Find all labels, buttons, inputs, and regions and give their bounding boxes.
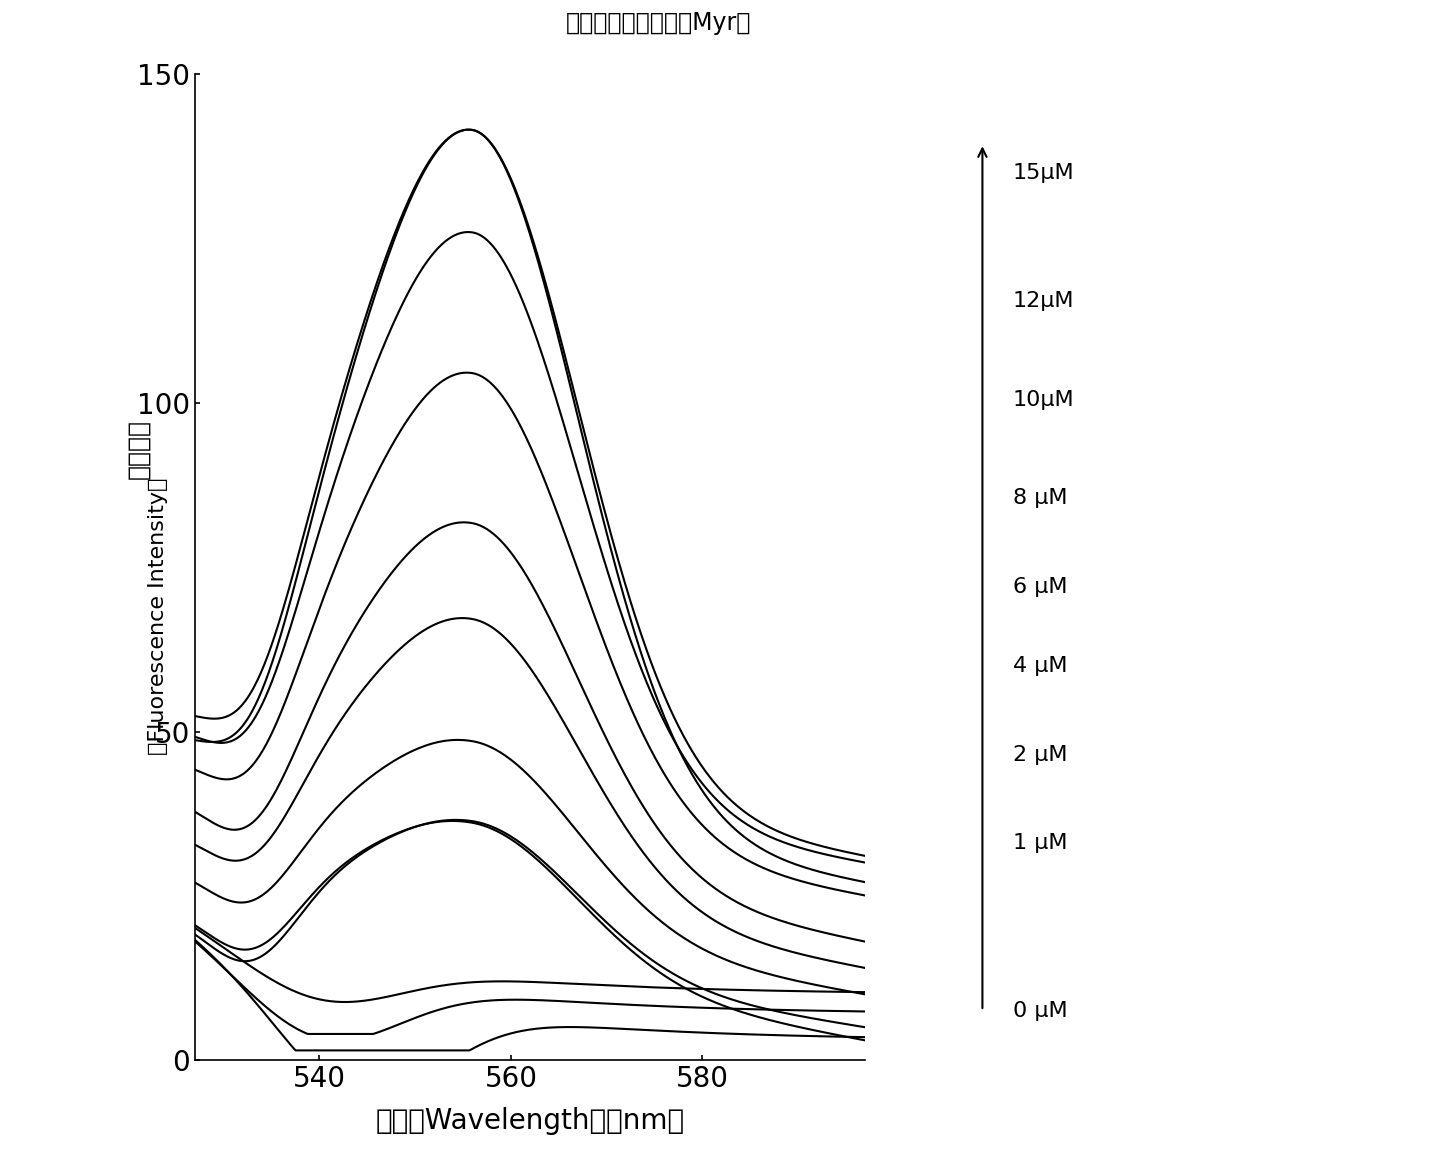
Text: 8 μM: 8 μM bbox=[1012, 489, 1067, 508]
Text: 1 μM: 1 μM bbox=[1012, 834, 1067, 853]
Text: 6 μM: 6 μM bbox=[1012, 577, 1067, 597]
Text: 氯化肉豆蔻酰胆碱（Myr）: 氯化肉豆蔻酰胆碱（Myr） bbox=[566, 12, 751, 34]
Text: （Fluorescence Intensity）: （Fluorescence Intensity） bbox=[148, 478, 168, 756]
Text: 12μM: 12μM bbox=[1012, 291, 1074, 312]
Text: 4 μM: 4 μM bbox=[1012, 656, 1067, 676]
Text: 2 μM: 2 μM bbox=[1012, 745, 1067, 765]
Text: 10μM: 10μM bbox=[1012, 390, 1074, 409]
Text: 15μM: 15μM bbox=[1012, 163, 1074, 183]
X-axis label: 波长（Wavelength）（nm）: 波长（Wavelength）（nm） bbox=[376, 1107, 684, 1135]
Text: 0 μM: 0 μM bbox=[1012, 1000, 1067, 1021]
Text: 荧光强度: 荧光强度 bbox=[126, 419, 149, 480]
